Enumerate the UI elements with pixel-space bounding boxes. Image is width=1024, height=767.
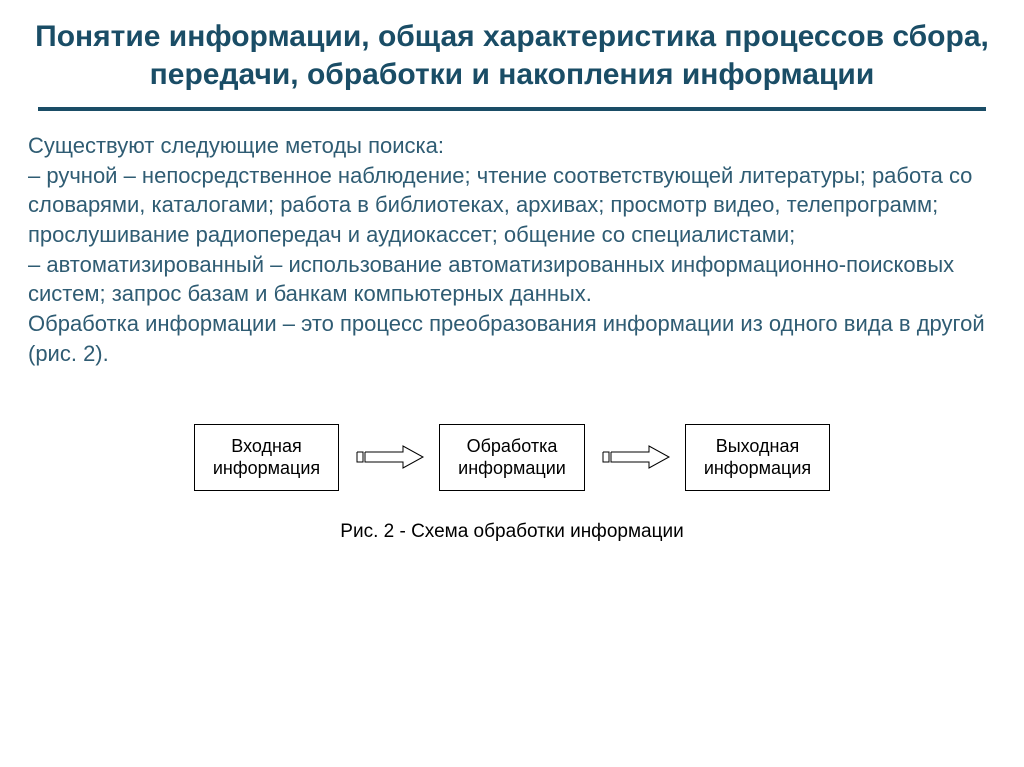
arrow-icon xyxy=(353,444,425,470)
body-para-3: – автоматизированный – использование авт… xyxy=(28,250,996,309)
flowchart-node-process: Обработка информации xyxy=(439,424,585,491)
node-label-line2: информации xyxy=(458,458,566,478)
body-para-2: – ручной – непосредственное наблюдение; … xyxy=(28,161,996,250)
slide-title: Понятие информации, общая характеристика… xyxy=(28,18,996,93)
node-label-line1: Выходная xyxy=(716,436,800,456)
flowchart-arrow-1 xyxy=(347,444,431,470)
flowchart-arrow-2 xyxy=(593,444,677,470)
arrow-icon xyxy=(599,444,671,470)
diagram-caption: Рис. 2 - Схема обработки информации xyxy=(28,521,996,543)
node-label-line1: Обработка xyxy=(467,436,558,456)
body-text-block: Существуют следующие методы поиска: – ру… xyxy=(28,131,996,369)
flowchart-diagram: Входная информация Обработка информации … xyxy=(28,424,996,491)
node-label-line2: информация xyxy=(213,458,320,478)
node-label-line2: информация xyxy=(704,458,811,478)
body-para-1: Существуют следующие методы поиска: xyxy=(28,131,996,161)
title-divider xyxy=(38,107,986,111)
node-label-line1: Входная xyxy=(231,436,301,456)
flowchart-node-input: Входная информация xyxy=(194,424,339,491)
flowchart-node-output: Выходная информация xyxy=(685,424,830,491)
body-para-4: Обработка информации – это процесс преоб… xyxy=(28,309,996,368)
